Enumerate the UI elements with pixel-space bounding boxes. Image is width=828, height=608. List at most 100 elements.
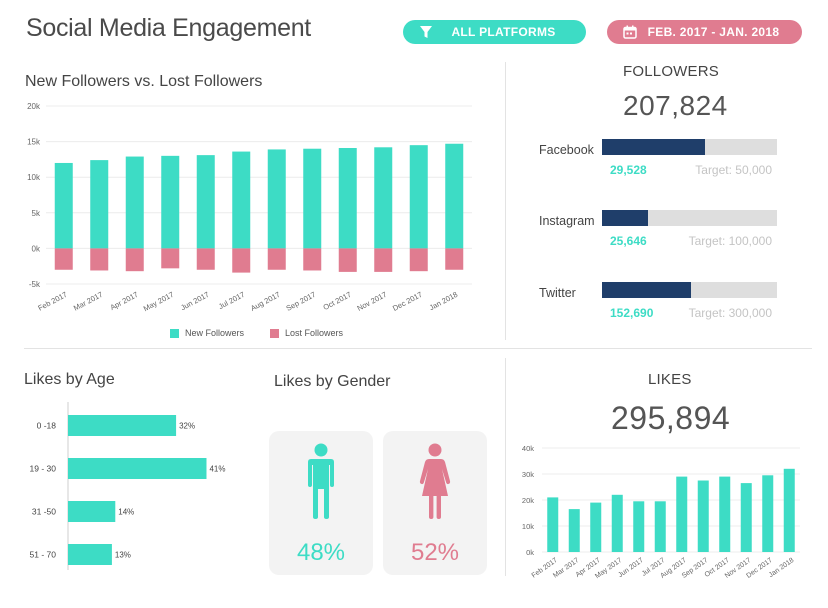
y-tick-label: 5k [32, 209, 41, 218]
age-value-label: 32% [179, 422, 195, 431]
x-tick-label: Jan 2018 [428, 290, 459, 312]
new-followers-bar [54, 162, 73, 249]
female-card: 52% [383, 431, 487, 575]
age-value-label: 41% [209, 465, 225, 474]
calendar-icon [623, 25, 637, 39]
likes-bar [719, 476, 731, 552]
lost-followers-bar [196, 248, 215, 270]
lost-followers-bar [374, 248, 393, 272]
lost-followers-bar [303, 248, 322, 271]
new-followers-bar [409, 145, 428, 249]
facebook-progress-fill [602, 139, 706, 155]
x-tick-label: Nov 2017 [356, 290, 389, 313]
y-tick-label: -5k [29, 280, 41, 289]
facebook-target: Target: 50,000 [695, 163, 772, 177]
likes-bar [783, 468, 795, 552]
new-followers-bar [303, 148, 322, 249]
new-followers-bar [267, 149, 286, 249]
followers-total: 207,824 [623, 90, 728, 121]
y-tick-label: 20k [522, 496, 534, 505]
likes-title: LIKES [648, 371, 692, 388]
followers-chart-legend: New Followers Lost Followers [170, 328, 343, 338]
y-tick-label: 0k [526, 548, 534, 557]
legend-label-new: New Followers [185, 328, 245, 338]
lost-followers-bar [267, 248, 286, 270]
facebook-progress-track [602, 139, 777, 155]
x-tick-label: Apr 2017 [109, 290, 140, 312]
likes-bar [547, 497, 559, 552]
new-followers-bar [338, 148, 357, 249]
filter-icon [419, 25, 433, 39]
y-tick-label: 15k [27, 138, 41, 147]
x-tick-label: Jul 2017 [217, 290, 246, 311]
likes-bar [740, 483, 752, 552]
lost-followers-bar [445, 248, 464, 270]
new-followers-bar [90, 160, 109, 249]
lost-followers-bar [54, 248, 73, 270]
platform-label-facebook: Facebook [539, 143, 594, 157]
lost-followers-bar [90, 248, 109, 271]
likes-bar [633, 501, 645, 552]
new-followers-bar [125, 156, 144, 249]
female-icon [419, 443, 451, 519]
twitter-target: Target: 300,000 [688, 306, 772, 320]
x-tick-label: Aug 2017 [249, 290, 282, 313]
y-tick-label: 40k [522, 444, 534, 453]
lost-followers-bar [125, 248, 144, 272]
likes-bar [676, 476, 688, 552]
x-tick-label: Feb 2017 [36, 290, 68, 313]
facebook-followers-value: 29,528 [610, 163, 647, 177]
x-tick-label: Sep 2017 [285, 290, 318, 313]
likes-by-age-chart: 0 -18 32% 19 - 30 41% 31 -50 14% 51 - 70 13% [30, 402, 226, 570]
y-tick-label: 0k [32, 244, 41, 253]
new-followers-bar [196, 155, 215, 249]
divider-vertical-top [505, 62, 506, 340]
instagram-target: Target: 100,000 [688, 234, 772, 248]
divider-horizontal [24, 348, 812, 349]
legend-swatch-lost [270, 328, 280, 338]
instagram-followers-value: 25,646 [610, 234, 647, 248]
age-category-label: 31 -50 [32, 507, 56, 517]
x-tick-label: Mar 2017 [72, 290, 104, 313]
x-tick-label: Jun 2017 [179, 290, 210, 312]
likes-bar [590, 502, 602, 552]
legend-label-lost: Lost Followers [285, 328, 344, 338]
female-percentage: 52% [410, 539, 460, 566]
x-tick-label: Dec 2017 [391, 290, 424, 313]
likes-by-gender-title: Likes by Gender [274, 373, 391, 390]
age-bar [68, 458, 207, 479]
y-tick-label: 10k [27, 173, 41, 182]
new-followers-bar [445, 143, 464, 249]
likes-by-age-title: Likes by Age [24, 371, 115, 388]
platform-filter-button[interactable]: ALL PLATFORMS [403, 20, 586, 44]
page-title: Social Media Engagement [26, 14, 311, 42]
date-range-button[interactable]: FEB. 2017 - JAN. 2018 [607, 20, 802, 44]
likes-bar [611, 494, 623, 552]
x-tick-label: Oct 2017 [322, 290, 353, 312]
lost-followers-bar [409, 248, 428, 272]
y-tick-label: 10k [522, 522, 534, 531]
lost-followers-bar [232, 248, 251, 273]
divider-vertical-bottom [505, 358, 506, 576]
age-value-label: 13% [115, 551, 131, 560]
followers-title: FOLLOWERS [623, 63, 719, 80]
age-category-label: 0 -18 [37, 421, 57, 431]
new-followers-bar [232, 151, 251, 249]
lost-followers-bar [161, 248, 180, 269]
male-percentage: 48% [296, 539, 346, 566]
male-card: 48% [269, 431, 373, 575]
likes-bar [697, 480, 709, 552]
followers-chart-title: New Followers vs. Lost Followers [25, 73, 263, 90]
age-category-label: 19 - 30 [30, 464, 57, 474]
age-bar [68, 544, 112, 565]
y-tick-label: 20k [27, 102, 41, 111]
twitter-progress-track [602, 282, 777, 298]
age-value-label: 14% [118, 508, 134, 517]
likes-bar [654, 501, 666, 552]
new-followers-bar [374, 147, 393, 249]
age-bar [68, 501, 116, 522]
platform-label-twitter: Twitter [539, 286, 576, 300]
twitter-progress-fill [602, 282, 692, 298]
